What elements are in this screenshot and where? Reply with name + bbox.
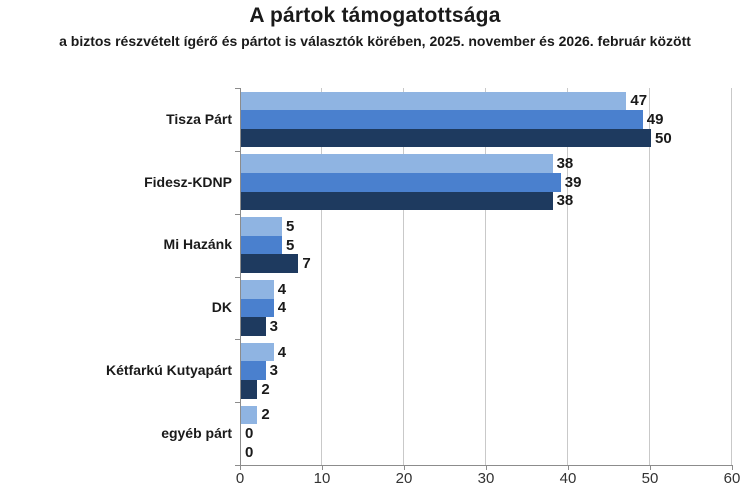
bar-row: 49 <box>241 110 732 129</box>
bar-bottom-bar <box>241 128 651 148</box>
x-axis-tick-label-40: 40 <box>559 470 577 487</box>
bar-top-bar <box>241 217 282 236</box>
value-label: 38 <box>556 192 574 210</box>
y-axis-tick <box>235 150 240 152</box>
y-axis-tick <box>235 88 240 89</box>
bar-top-bar <box>241 342 274 362</box>
value-label: 50 <box>655 129 672 147</box>
bar-row: 3 <box>241 361 732 381</box>
bar-row: 38 <box>241 154 732 173</box>
y-axis-tick <box>235 339 240 341</box>
y-axis-tick <box>235 213 240 215</box>
x-axis-tick-label-20: 20 <box>395 470 413 487</box>
category-label-2: Fidesz-KDNP <box>144 173 232 190</box>
bar-row: 2 <box>241 380 732 399</box>
x-axis-tick <box>240 465 241 470</box>
bar-bottom-bar <box>241 191 553 211</box>
chart-title: A pártok támogatottsága <box>249 4 501 27</box>
bar-top-bar <box>241 91 627 111</box>
value-label: 4 <box>277 299 287 317</box>
x-axis-tick <box>650 465 651 470</box>
gridline-x-50 <box>649 88 650 465</box>
value-label: 4 <box>277 280 287 298</box>
value-label: 3 <box>269 318 278 335</box>
bar-row: 2 <box>241 405 732 425</box>
value-label: 5 <box>286 217 295 235</box>
bar-top-bar <box>241 280 274 299</box>
x-axis-tick <box>486 465 487 470</box>
bar-middle-bar <box>241 298 274 318</box>
value-label: 38 <box>556 155 574 173</box>
bar-row: 4 <box>241 298 732 318</box>
value-label: 39 <box>564 173 582 191</box>
category-label-6: egyéb párt <box>161 424 232 441</box>
value-label: 2 <box>261 380 270 398</box>
gridline-x-10 <box>321 88 322 465</box>
bar-row: 0 <box>241 424 732 443</box>
value-label: 2 <box>261 406 270 424</box>
gridline-x-30 <box>485 88 486 465</box>
bar-row: 3 <box>241 317 732 336</box>
bar-row: 50 <box>241 128 732 148</box>
value-label: 7 <box>302 255 311 273</box>
gridline-x-20 <box>403 88 404 465</box>
bar-middle-bar <box>241 235 282 255</box>
value-label: 0 <box>245 443 254 461</box>
bar-middle-bar <box>241 110 643 129</box>
bar-bottom-bar <box>241 380 258 399</box>
x-axis-line <box>239 465 733 466</box>
x-axis-tick-label-50: 50 <box>641 470 659 487</box>
x-axis-tick-label-60: 60 <box>723 470 741 487</box>
bar-bottom-bar <box>241 317 266 336</box>
bar-row: 39 <box>241 172 732 192</box>
x-axis-tick-label-30: 30 <box>477 470 495 487</box>
bar-middle-bar <box>241 361 266 381</box>
x-axis-tick-label-10: 10 <box>313 470 331 487</box>
bar-row: 4 <box>241 280 732 299</box>
bar-top-bar <box>241 405 258 425</box>
chart-subtitle: a biztos részvételt ígérő és pártot is v… <box>59 33 691 49</box>
y-axis-tick <box>235 465 240 466</box>
category-label-3: Mi Hazánk <box>163 236 232 253</box>
y-axis-tick <box>235 402 240 404</box>
value-label: 47 <box>630 92 648 110</box>
value-label: 0 <box>245 425 254 443</box>
gridline-x-40 <box>567 88 568 465</box>
y-axis-line <box>240 88 241 465</box>
x-axis-tick <box>732 465 733 470</box>
value-label: 5 <box>286 236 295 254</box>
x-axis-tick <box>568 465 569 470</box>
bar-row: 4 <box>241 342 732 362</box>
value-label: 49 <box>646 110 664 128</box>
bar-row: 5 <box>241 217 732 236</box>
bar-middle-bar <box>241 172 561 192</box>
value-label: 3 <box>269 362 278 380</box>
bar-row: 7 <box>241 254 732 273</box>
bar-row: 5 <box>241 235 732 255</box>
x-axis-tick <box>322 465 323 470</box>
category-label-5: Kétfarkú Kutyapárt <box>105 362 232 379</box>
value-label: 4 <box>277 343 287 361</box>
bar-row: 0 <box>241 443 732 462</box>
plot-area: 47 49 50 38 39 38 5 5 7 4 4 3 4 3 2 2 0 0 <box>239 88 733 466</box>
x-axis-tick <box>404 465 405 470</box>
category-label-1: Tisza Párt <box>166 110 232 127</box>
bar-top-bar <box>241 154 553 173</box>
gridline-x-60 <box>731 88 732 465</box>
bar-bottom-bar <box>241 254 299 273</box>
y-axis-tick <box>235 276 240 278</box>
x-axis-tick-label-0: 0 <box>235 470 245 487</box>
category-label-4: DK <box>211 299 232 316</box>
bar-row: 47 <box>241 91 732 111</box>
bar-row: 38 <box>241 191 732 211</box>
